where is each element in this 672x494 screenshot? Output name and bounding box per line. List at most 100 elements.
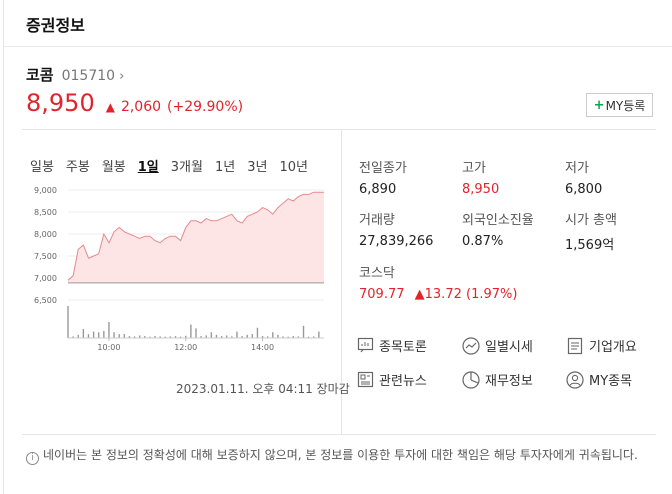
x-tick-label: 10:00: [97, 343, 120, 352]
quote-low: 저가 6,800: [565, 157, 602, 197]
link-label: 관련뉴스: [379, 374, 427, 389]
volume-bar: [128, 336, 131, 338]
link-my-stocks[interactable]: MY종목: [566, 370, 632, 389]
price-change-percent: (+29.90%): [167, 99, 244, 115]
kosdaq-change: ▲13.72: [414, 287, 462, 302]
y-tick-label: 8,000: [34, 230, 57, 239]
link-discussion[interactable]: 종목토론: [356, 336, 427, 355]
volume-bar: [236, 331, 238, 338]
quote-label: 시가 총액: [565, 213, 617, 228]
price-area: [68, 192, 324, 283]
volume-bar: [67, 306, 69, 338]
volume-bar: [149, 336, 151, 338]
divider: [22, 129, 656, 130]
quote-volume: 거래량 27,839,266: [359, 209, 433, 249]
volume-bar: [241, 336, 243, 338]
tab-1year[interactable]: 1년: [214, 160, 236, 175]
link-company-overview[interactable]: 기업개요: [566, 336, 637, 355]
volume-bar: [215, 334, 218, 338]
volume-bar: [72, 336, 74, 338]
volume-bar: [297, 336, 300, 338]
link-label: 일별시세: [485, 340, 533, 355]
stock-code[interactable]: 015710: [61, 68, 116, 84]
quote-value: 6,800: [565, 182, 603, 197]
volume-bar: [307, 336, 310, 338]
stock-name-link[interactable]: 코콤 015710 ›: [26, 64, 124, 85]
tab-3year[interactable]: 3년: [247, 160, 268, 175]
volume-bar: [87, 334, 90, 338]
tab-monthly[interactable]: 월봉: [101, 160, 126, 175]
volume-bar: [185, 335, 187, 338]
volume-bar: [144, 336, 146, 338]
volume-bar: [318, 331, 320, 338]
intraday-price-chart[interactable]: 9,000 8,500 8,000 7,500 7,000 6,500 10:00 12:0…: [32, 182, 328, 354]
add-my-stock-button[interactable]: + MY등록: [586, 93, 653, 117]
link-label: 종목토론: [379, 340, 427, 355]
volume-bar: [277, 334, 279, 338]
quote-value: 6,890: [359, 182, 397, 197]
up-arrow-icon: ▲: [105, 100, 115, 114]
quote-label: 거래량: [359, 213, 395, 228]
stock-info-panel: 증권정보 코콤 015710 › 8,950 ▲ 2,060 (+29.90%)…: [3, 0, 672, 494]
volume-bar: [302, 325, 305, 338]
volume-bar: [138, 335, 141, 338]
volume-bar: [287, 336, 289, 338]
quote-high: 고가 8,950: [462, 157, 499, 197]
quote-label: 전일종가: [359, 161, 407, 176]
quote-value: 0.87%: [462, 234, 504, 249]
volume-bar: [108, 322, 110, 338]
plus-icon: +: [593, 97, 605, 113]
stock-name[interactable]: 코콤: [26, 66, 54, 84]
volume-bar: [261, 336, 264, 338]
volume-bar: [226, 335, 228, 338]
chevron-right-icon[interactable]: ›: [119, 69, 125, 84]
kosdaq-change-percent: (1.97%): [466, 287, 518, 302]
volume-bar: [77, 334, 79, 338]
volume-bar: [82, 329, 85, 338]
link-daily-price[interactable]: 일별시세: [462, 336, 533, 355]
volume-bar: [220, 336, 223, 338]
link-financial-info[interactable]: 재무정보: [462, 370, 533, 389]
volume-bar: [190, 324, 192, 338]
quote-market-cap: 시가 총액 1,569억: [565, 209, 617, 253]
trend-chart-icon: [462, 336, 480, 355]
price-line: [67, 191, 324, 281]
link-label: MY종목: [589, 374, 633, 389]
volume-bar: [256, 327, 259, 338]
pie-chart-icon: [462, 370, 480, 389]
volume-bar: [169, 336, 172, 338]
volume-bar: [159, 336, 161, 338]
disclaimer-notice: i 네이버는 본 정보의 정확성에 대해 보증하지 않으며, 본 정보를 이용한 …: [26, 446, 656, 465]
volume-bar: [92, 331, 95, 338]
info-icon: i: [26, 452, 39, 465]
panel-title: 증권정보: [26, 16, 85, 35]
quote-value: 1,569억: [565, 238, 615, 253]
y-tick-label: 9,000: [34, 186, 57, 195]
link-label: 재무정보: [485, 374, 533, 389]
y-tick-label: 8,500: [34, 208, 57, 217]
user-icon: [566, 370, 584, 389]
volume-bar: [118, 334, 120, 338]
volume-bar: [272, 332, 274, 338]
discussion-icon: [356, 337, 374, 355]
tab-10year: 10년: [279, 160, 308, 175]
price-change: 2,060: [120, 99, 162, 115]
volume-bar: [251, 334, 254, 338]
volume-bar: [246, 334, 248, 338]
volume-bar: [313, 336, 315, 338]
add-my-stock-label: MY등록: [605, 98, 646, 113]
x-tick-label: 12:00: [174, 343, 197, 352]
divider: [22, 434, 656, 435]
volume-bar: [164, 336, 166, 338]
tab-1day[interactable]: 1일: [137, 160, 159, 175]
link-related-news[interactable]: 관련뉴스: [356, 370, 427, 389]
volume-bar: [282, 336, 284, 338]
volume-bar: [205, 335, 207, 338]
volume-bar: [195, 328, 197, 338]
tab-daily[interactable]: 일봉: [30, 160, 54, 175]
tab-weekly[interactable]: 주봉: [65, 160, 90, 175]
kosdaq-value: 709.77: [359, 287, 405, 302]
current-price: 8,950: [26, 89, 95, 117]
news-icon: [356, 371, 374, 389]
tab-3month[interactable]: 3개월: [170, 160, 203, 175]
